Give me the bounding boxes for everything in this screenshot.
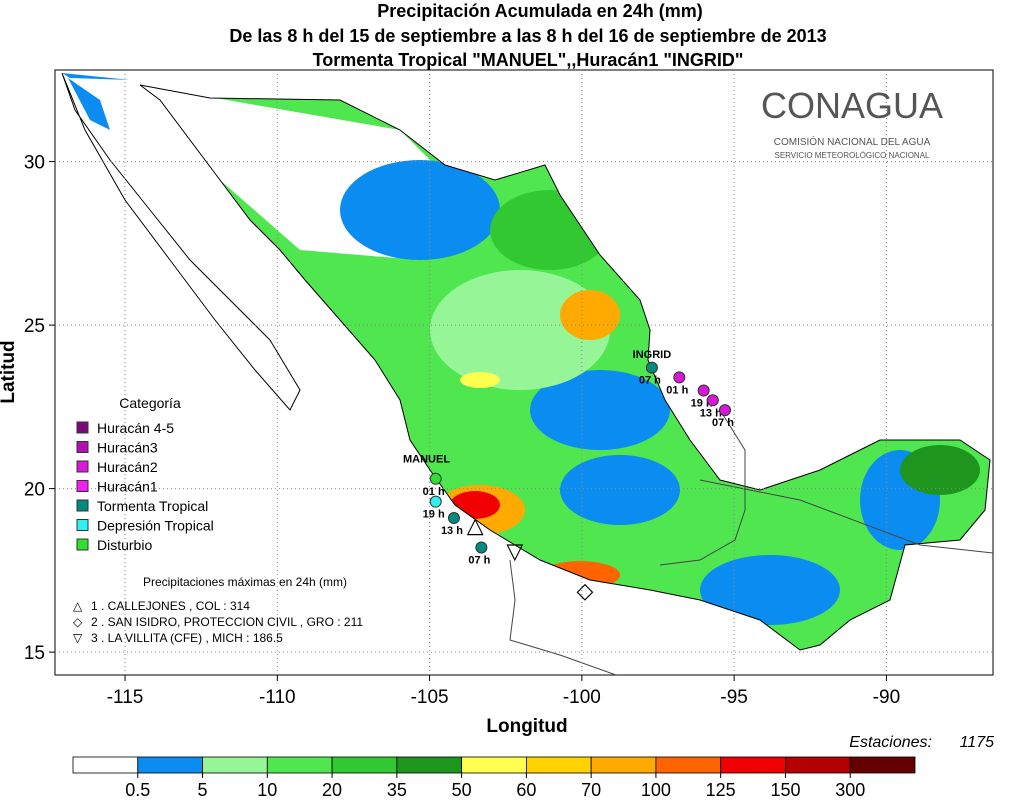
title: Precipitación Acumulada en 24h (mm) bbox=[377, 1, 702, 21]
maxima-text: 1 . CALLEJONES , COL : 314 bbox=[91, 599, 250, 613]
storm-time: 07 h bbox=[468, 554, 490, 566]
legend-label: Tormenta Tropical bbox=[97, 498, 208, 514]
x-tick-label: -90 bbox=[873, 687, 900, 708]
legend-swatch bbox=[76, 421, 89, 434]
subtitle: De las 8 h del 15 de septiembre a las 8 … bbox=[229, 26, 826, 46]
colorbar-label: 300 bbox=[835, 780, 865, 800]
x-tick-label: -105 bbox=[411, 687, 449, 708]
maxima-title: Precipitaciones máximas en 24h (mm) bbox=[143, 575, 347, 589]
maxima-symbol: ◇ bbox=[73, 615, 83, 629]
stations-count: 1175 bbox=[960, 734, 995, 751]
x-tick-label: -115 bbox=[107, 687, 144, 708]
colorbar-label: 0.5 bbox=[125, 780, 150, 800]
mexico-outline bbox=[139, 84, 991, 651]
y-tick-label: 15 bbox=[24, 643, 45, 664]
maxima-text: 2 . SAN ISIDRO, PROTECCION CIVIL , GRO :… bbox=[91, 615, 363, 629]
track bbox=[509, 559, 618, 675]
subtitle: Tormenta Tropical "MANUEL",,Huracán1 "IN… bbox=[313, 50, 744, 70]
storm-position bbox=[429, 472, 442, 485]
colorbar-segment bbox=[72, 756, 139, 774]
storm-position bbox=[475, 541, 488, 554]
legend-swatch bbox=[76, 519, 89, 531]
colorbar-segment bbox=[202, 756, 268, 774]
x-tick-label: -110 bbox=[259, 687, 296, 708]
legend-label: Depresión Tropical bbox=[97, 518, 214, 534]
maxima-marker: ▽ bbox=[506, 539, 523, 564]
rain-area bbox=[62, 73, 130, 130]
y-tick-label: 25 bbox=[24, 316, 45, 337]
legend-swatch bbox=[76, 499, 89, 512]
colorbar-segment bbox=[266, 756, 333, 774]
legend-swatch bbox=[76, 460, 89, 473]
storm-time: 13 h bbox=[700, 407, 722, 419]
x-tick-label: -95 bbox=[720, 687, 747, 708]
colorbar-segment bbox=[461, 756, 527, 774]
colorbar-label: 150 bbox=[770, 780, 800, 800]
legend-label: Huracán3 bbox=[97, 440, 158, 456]
legend-swatch bbox=[76, 441, 89, 453]
storm-name: INGRID bbox=[633, 349, 672, 361]
colorbar-label: 100 bbox=[641, 780, 671, 800]
storm-time: 07 h bbox=[639, 375, 661, 387]
storm-position bbox=[706, 394, 719, 407]
maxima-marker: △ bbox=[467, 513, 484, 538]
colorbar-segment bbox=[525, 756, 592, 774]
storm-time: 13 h bbox=[441, 525, 463, 537]
y-tick-label: 30 bbox=[24, 153, 45, 174]
colorbar-label: 20 bbox=[322, 780, 342, 800]
legend-label: Huracán 4-5 bbox=[97, 420, 174, 436]
stations-label: Estaciones: bbox=[849, 734, 932, 751]
colorbar-label: 5 bbox=[198, 780, 208, 800]
storm-time: 01 h bbox=[666, 384, 688, 396]
y-tick-label: 20 bbox=[24, 480, 45, 501]
x-tick-label: -100 bbox=[563, 687, 601, 708]
logo-text: SERVICIO METEOROLÓGICO NACIONAL bbox=[775, 151, 931, 160]
storm-time: 07 h bbox=[712, 417, 734, 429]
colorbar-label: 70 bbox=[581, 780, 601, 800]
colorbar-label: 10 bbox=[257, 780, 277, 800]
storm-position bbox=[719, 404, 731, 417]
y-axis-label: Latitud bbox=[0, 340, 19, 403]
logo: CONAGUA bbox=[761, 85, 943, 126]
legend-label: Huracán2 bbox=[97, 459, 158, 475]
colorbar-label: 50 bbox=[452, 780, 472, 800]
colorbar-label: 60 bbox=[516, 780, 536, 800]
storm-time: 01 h bbox=[423, 486, 445, 498]
storm-position bbox=[697, 384, 710, 397]
maxima-marker: ◇ bbox=[576, 578, 593, 603]
storm-position bbox=[447, 512, 460, 525]
colorbar-segment bbox=[655, 756, 722, 774]
baja bbox=[61, 72, 301, 411]
colorbar-segment bbox=[785, 756, 851, 774]
legend-title: Categoría bbox=[119, 395, 181, 411]
legend-swatch bbox=[76, 480, 89, 492]
maxima-text: 3 . LA VILLITA (CFE) , MICH : 186.5 bbox=[91, 631, 283, 645]
colorbar-segment bbox=[331, 756, 398, 774]
legend-label: Huracán1 bbox=[97, 479, 158, 495]
legend-label: Disturbio bbox=[97, 537, 152, 553]
storm-time: 19 h bbox=[423, 509, 445, 521]
x-axis-label: Longitud bbox=[486, 716, 567, 737]
storm-position bbox=[673, 371, 686, 384]
logo-text: COMISIÓN NACIONAL DEL AGUA bbox=[774, 135, 931, 148]
track bbox=[699, 479, 993, 554]
maxima-symbol: ▽ bbox=[73, 631, 83, 645]
maxima-symbol: △ bbox=[73, 599, 83, 613]
storm-position bbox=[429, 495, 442, 508]
colorbar-segment bbox=[137, 756, 203, 774]
colorbar-label: 125 bbox=[706, 780, 736, 800]
storm-position bbox=[645, 361, 658, 374]
legend-swatch bbox=[76, 538, 89, 551]
colorbar-segment bbox=[590, 756, 657, 774]
colorbar-segment bbox=[396, 756, 463, 774]
colorbar-segment bbox=[720, 756, 786, 774]
track bbox=[659, 409, 746, 566]
colorbar-segment bbox=[849, 756, 916, 774]
storm-name: MANUEL bbox=[403, 453, 450, 465]
colorbar-label: 35 bbox=[387, 780, 407, 800]
